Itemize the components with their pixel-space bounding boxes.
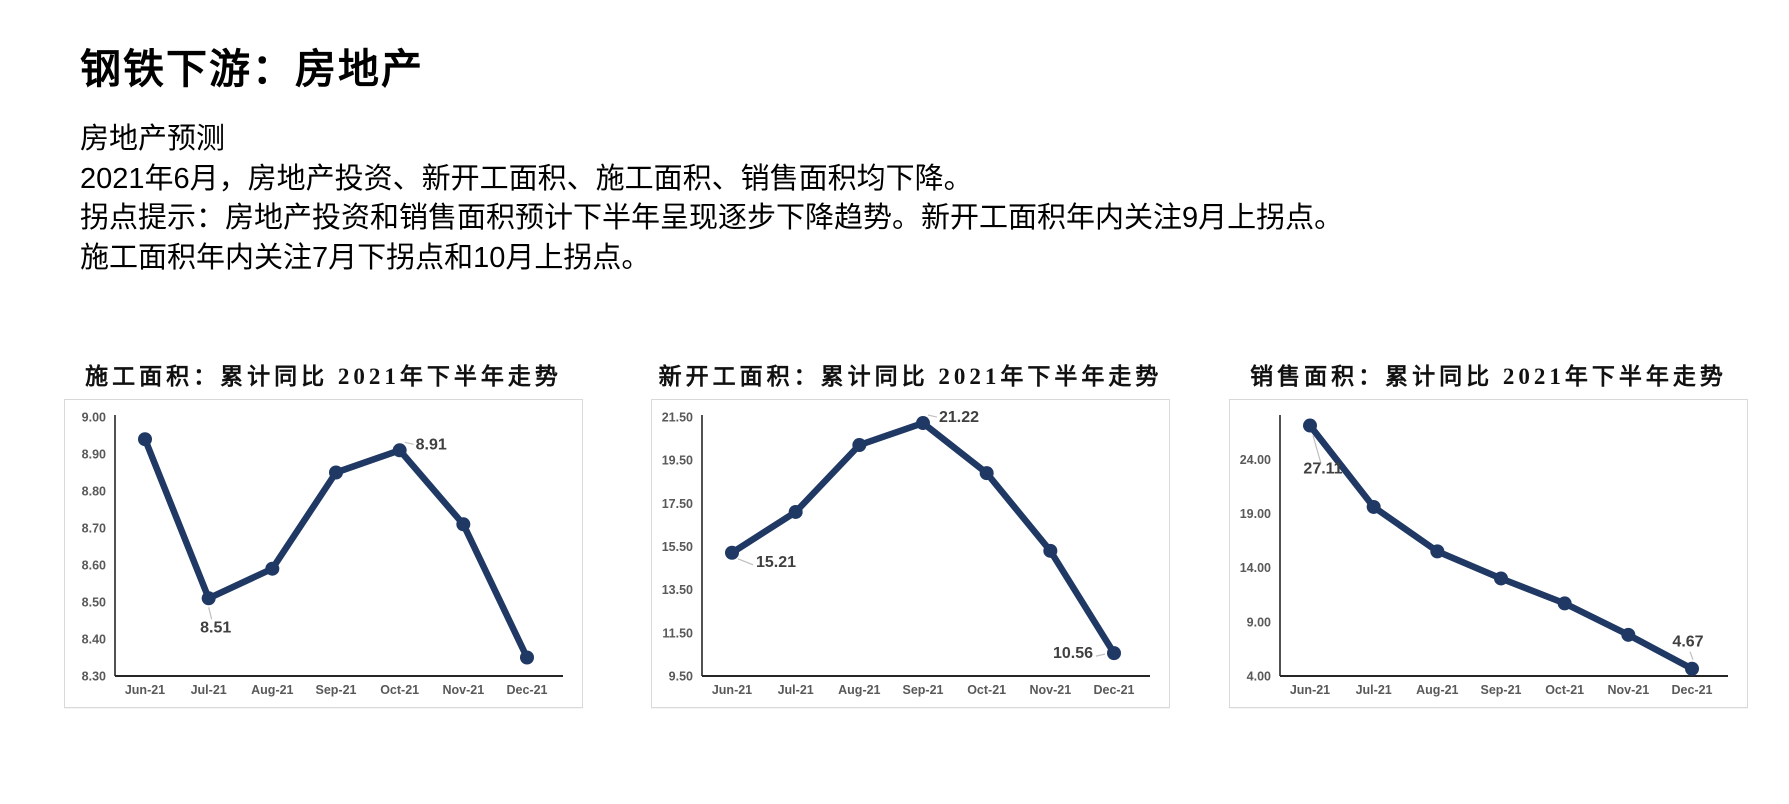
data-point-label: 4.67 (1672, 634, 1703, 651)
summary-line: 施工面积年内关注7月下拐点和10月上拐点。 (80, 241, 651, 274)
y-tick-label: 15.50 (662, 540, 693, 554)
data-point-label: 15.21 (756, 554, 796, 571)
x-tick-label: Sep-21 (316, 683, 357, 697)
chart-canvas-sales-area: 24.00 19.00 14.00 9.00 4.00 Jun-21 Jul-21 Aug-2… (1229, 399, 1748, 708)
data-label-leader-line (1689, 651, 1694, 660)
data-point-marker (916, 416, 930, 431)
data-point-marker (725, 545, 739, 560)
x-tick-label: Dec-21 (1672, 683, 1713, 697)
data-point-label: 21.22 (939, 409, 979, 426)
data-label-leader-line (1095, 653, 1106, 657)
x-tick-label: Sep-21 (903, 683, 944, 697)
data-point-marker (1303, 418, 1317, 433)
data-point-marker (520, 650, 534, 665)
y-tick-label: 8.90 (82, 448, 106, 462)
x-tick-label: Oct-21 (967, 683, 1006, 697)
x-tick-label: Jul-21 (778, 683, 814, 697)
data-point-marker (1043, 543, 1058, 558)
data-point-marker (979, 466, 994, 481)
y-tick-label: 8.80 (82, 485, 106, 499)
x-tick-label: Nov-21 (442, 683, 484, 697)
x-tick-label: Jul-21 (1356, 683, 1392, 697)
chart-sales-area: 销售面积：累计同比 2021年下半年走势 24.00 19.00 14.00 9.00… (1229, 351, 1748, 708)
data-point-marker (852, 438, 867, 453)
data-point-marker (392, 443, 407, 458)
data-label-leader-line (208, 607, 213, 620)
summary-line: 2021年6月，房地产投资、新开工面积、施工面积、销售面积均下降。 (80, 162, 973, 195)
data-point-marker (1557, 596, 1572, 611)
data-label-leader-line (927, 414, 938, 418)
y-tick-label: 24.00 (1240, 453, 1271, 467)
y-tick-label: 8.30 (82, 670, 106, 684)
x-tick-label: Aug-21 (838, 683, 880, 697)
x-tick-label: Nov-21 (1607, 683, 1649, 697)
data-point-label: 27.11 (1303, 461, 1342, 478)
chart-canvas-new-starts-area: 21.50 19.50 17.50 15.50 13.50 11.50 9.50 Jun-21… (651, 399, 1170, 708)
y-tick-label: 8.70 (82, 522, 106, 536)
data-point-marker (1430, 544, 1445, 559)
x-tick-label: Aug-21 (1416, 683, 1458, 697)
summary-text: 房地产预测 2021年6月，房地产投资、新开工面积、施工面积、销售面积均下降。 … (80, 120, 1343, 278)
data-point-marker (1494, 571, 1508, 586)
data-point-label: 8.51 (200, 619, 231, 636)
data-label-leader-line (737, 558, 754, 566)
y-tick-label: 11.50 (662, 626, 693, 640)
data-point-marker (456, 517, 471, 532)
data-point-marker (788, 504, 803, 519)
x-tick-label: Oct-21 (1545, 683, 1584, 697)
x-tick-label: Jun-21 (1290, 683, 1330, 697)
data-point-label: 8.91 (416, 436, 447, 453)
summary-line: 房地产预测 (80, 123, 226, 155)
data-point-marker (329, 465, 343, 480)
y-tick-label: 19.50 (662, 454, 693, 468)
page-title: 钢铁下游：房地产 (80, 46, 424, 92)
summary-line: 拐点提示：房地产投资和销售面积预计下半年呈现逐步下降趋势。新开工面积年内关注9月… (80, 202, 1344, 234)
chart-title-new-starts-area: 新开工面积：累计同比 2021年下半年走势 (658, 364, 1163, 389)
x-tick-label: Aug-21 (251, 683, 293, 697)
x-tick-label: Jun-21 (712, 683, 752, 697)
y-tick-label: 8.50 (82, 596, 106, 610)
data-label-leader-line (1312, 435, 1322, 464)
y-tick-label: 13.50 (662, 583, 693, 597)
x-tick-label: Sep-21 (1481, 683, 1522, 697)
y-tick-label: 9.50 (669, 670, 693, 684)
chart-construction-area: 施工面积：累计同比 2021年下半年走势 9.00 8.90 8.80 8.70 8.6… (64, 351, 583, 708)
data-label-leader-line (404, 441, 414, 445)
y-tick-label: 19.00 (1240, 507, 1271, 521)
x-tick-label: Nov-21 (1029, 683, 1071, 697)
chart-title-construction-area: 施工面积：累计同比 2021年下半年走势 (85, 364, 562, 389)
x-tick-label: Jul-21 (191, 683, 227, 697)
y-tick-label: 4.00 (1247, 670, 1271, 684)
data-point-marker (138, 432, 152, 447)
y-tick-label: 8.40 (82, 633, 106, 647)
y-tick-label: 8.60 (82, 559, 106, 573)
x-tick-label: Dec-21 (507, 683, 548, 697)
data-point-marker (201, 591, 216, 606)
x-tick-label: Jun-21 (125, 683, 165, 697)
data-point-label: 10.56 (1053, 645, 1093, 662)
x-tick-label: Oct-21 (380, 683, 419, 697)
chart-title-sales-area: 销售面积：累计同比 2021年下半年走势 (1250, 364, 1727, 389)
y-tick-label: 17.50 (662, 497, 693, 511)
chart-canvas-construction-area: 9.00 8.90 8.80 8.70 8.60 8.50 8.40 8.30 Jun-21 Ju… (64, 399, 583, 708)
chart-new-starts-area: 新开工面积：累计同比 2021年下半年走势 21.50 19.50 17.50 15.… (651, 351, 1170, 708)
data-point-marker (265, 561, 280, 576)
y-tick-label: 14.00 (1240, 561, 1271, 575)
data-point-marker (1621, 627, 1636, 642)
data-point-marker (1107, 646, 1121, 661)
y-tick-label: 9.00 (1247, 615, 1271, 629)
series-line (728, 419, 1118, 657)
y-tick-label: 9.00 (82, 411, 106, 425)
data-point-marker (1366, 499, 1381, 514)
data-point-marker (1685, 661, 1699, 676)
x-tick-label: Dec-21 (1094, 683, 1135, 697)
y-tick-label: 21.50 (662, 411, 693, 425)
